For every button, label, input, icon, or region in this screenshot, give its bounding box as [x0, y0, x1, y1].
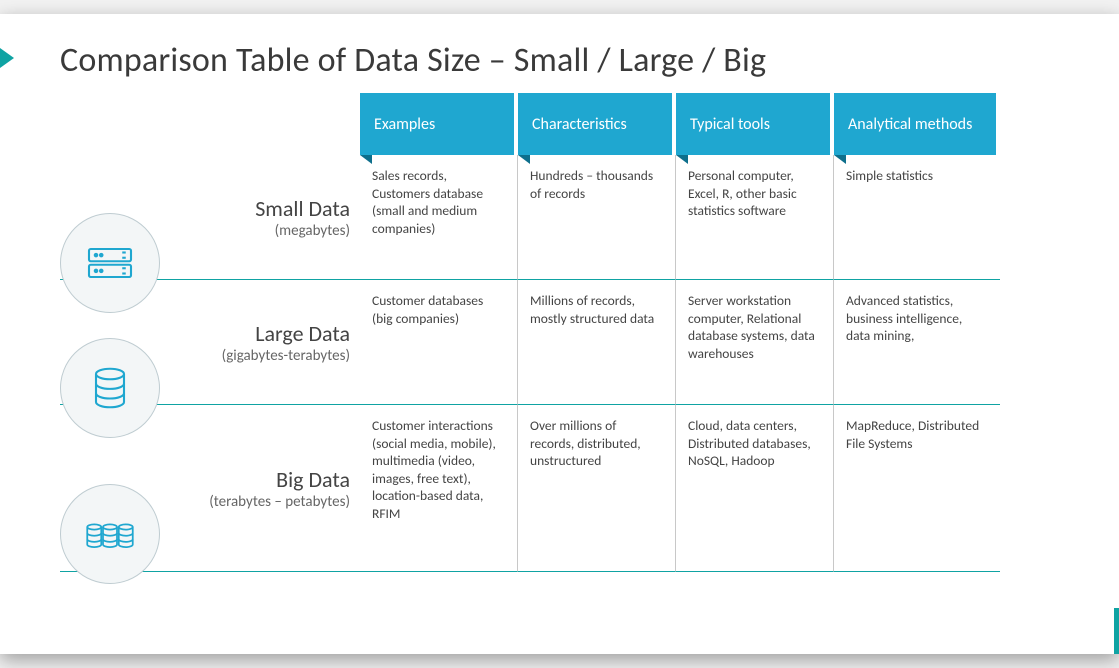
row-subtitle: (gigabytes-terabytes) — [174, 347, 350, 365]
row-small-title: Small Data (megabytes) — [174, 195, 350, 240]
row-subtitle: (megabytes) — [174, 222, 350, 240]
database-cluster-icon — [60, 484, 160, 584]
cell-large-examples: Customer databases (big companies) — [360, 280, 518, 405]
row-subtitle: (terabytes – petabytes) — [174, 493, 350, 511]
accent-corner-right — [1114, 608, 1119, 654]
row-big-title: Big Data (terabytes – petabytes) — [174, 466, 350, 511]
row-large-label: Large Data (gigabytes-terabytes) — [60, 280, 360, 405]
cell-small-examples: Sales records, Customers database (small… — [360, 155, 518, 280]
cell-small-methods: Simple statistics — [834, 155, 1000, 280]
col-header-methods: Analytical methods — [834, 93, 996, 155]
slide-title: Comparison Table of Data Size – Small / … — [60, 40, 1063, 81]
cell-big-examples: Customer interactions (social media, mob… — [360, 405, 518, 572]
row-title: Small Data — [174, 195, 350, 222]
comparison-table: Examples Characteristics Typical tools A… — [60, 93, 1063, 572]
accent-corner-left — [0, 48, 14, 68]
slide: Comparison Table of Data Size – Small / … — [0, 14, 1119, 654]
cell-big-tools: Cloud, data centers, Distributed databas… — [676, 405, 834, 572]
row-title: Big Data — [174, 466, 350, 493]
col-header-tools: Typical tools — [676, 93, 830, 155]
cell-large-characteristics: Millions of records, mostly structured d… — [518, 280, 676, 405]
col-header-examples: Examples — [360, 93, 514, 155]
cell-big-methods: MapReduce, Distributed File Systems — [834, 405, 1000, 572]
row-large-title: Large Data (gigabytes-terabytes) — [174, 320, 350, 365]
header-spacer — [60, 93, 356, 155]
row-big-label: Big Data (terabytes – petabytes) — [60, 405, 360, 572]
cell-small-characteristics: Hundreds – thousands of records — [518, 155, 676, 280]
cell-large-tools: Server workstation computer, Relational … — [676, 280, 834, 405]
cell-large-methods: Advanced statistics, business intelligen… — [834, 280, 1000, 405]
row-title: Large Data — [174, 320, 350, 347]
cell-small-tools: Personal computer, Excel, R, other basic… — [676, 155, 834, 280]
col-header-characteristics: Characteristics — [518, 93, 672, 155]
row-small-label: Small Data (megabytes) — [60, 155, 360, 280]
cell-big-characteristics: Over millions of records, distributed, u… — [518, 405, 676, 572]
